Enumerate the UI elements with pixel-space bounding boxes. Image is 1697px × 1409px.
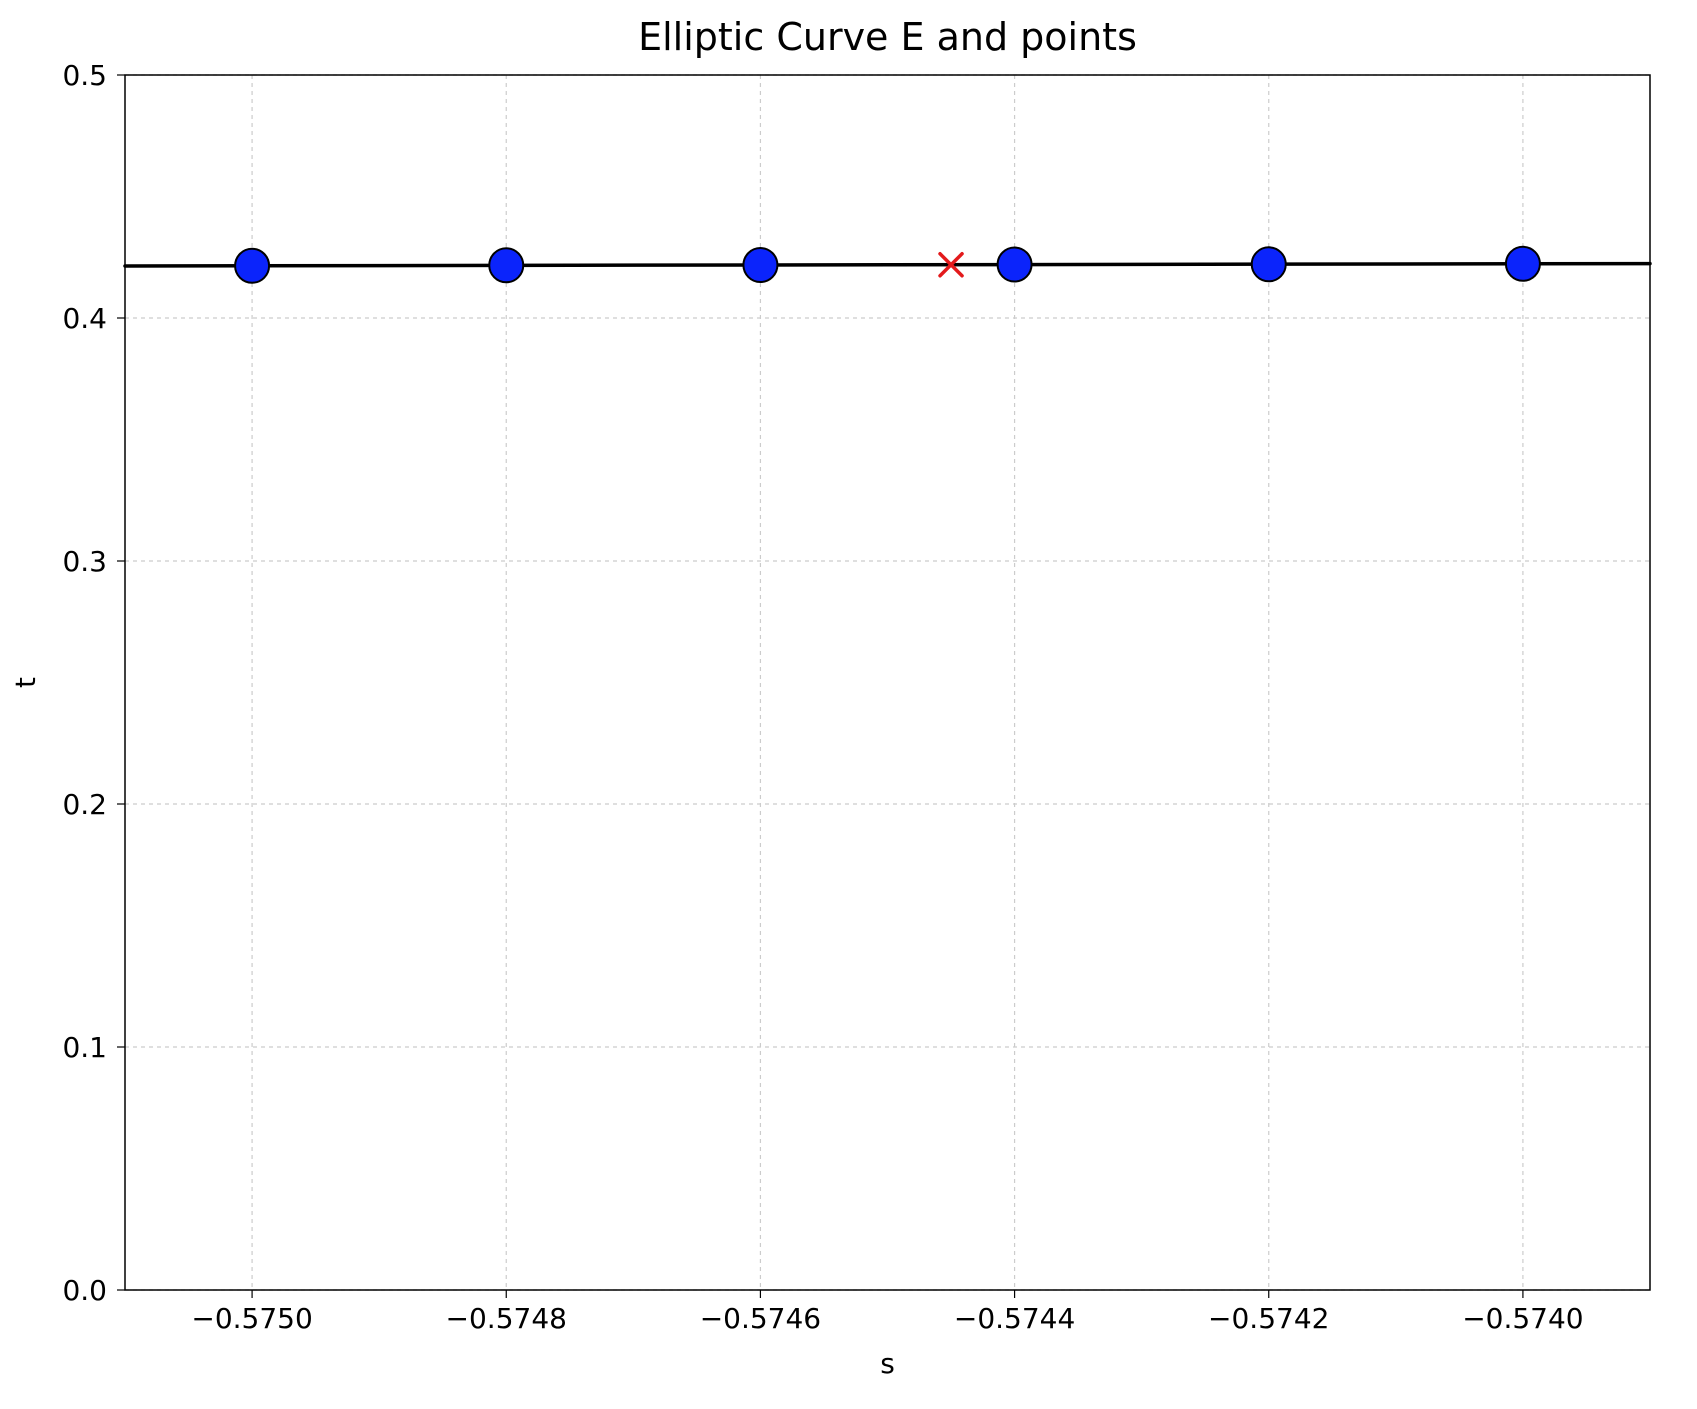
xtick-label: −0.5748	[446, 1302, 567, 1335]
ytick-label: 0.5	[62, 59, 107, 92]
y-axis-label: t	[9, 677, 42, 688]
plot-bg	[125, 75, 1650, 1290]
chart-title: Elliptic Curve E and points	[638, 15, 1137, 59]
ytick-label: 0.1	[62, 1031, 107, 1064]
xtick-label: −0.5740	[1462, 1302, 1583, 1335]
ytick-label: 0.4	[62, 302, 107, 335]
xtick-label: −0.5746	[700, 1302, 821, 1335]
ytick-label: 0.0	[62, 1274, 107, 1307]
xtick-label: −0.5742	[1208, 1302, 1329, 1335]
chart-svg: −0.5750 −0.5748 −0.5746 −0.5744 −0.5742 −0.57…	[0, 0, 1697, 1409]
curve-line	[125, 264, 1650, 266]
xtick-label: −0.5750	[191, 1302, 312, 1335]
x-axis-label: s	[880, 1347, 895, 1380]
chart-container: −0.5750 −0.5748 −0.5746 −0.5744 −0.5742 −0.57…	[0, 0, 1697, 1409]
xtick-label: −0.5744	[954, 1302, 1075, 1335]
ytick-label: 0.2	[62, 788, 107, 821]
ytick-label: 0.3	[62, 545, 107, 578]
